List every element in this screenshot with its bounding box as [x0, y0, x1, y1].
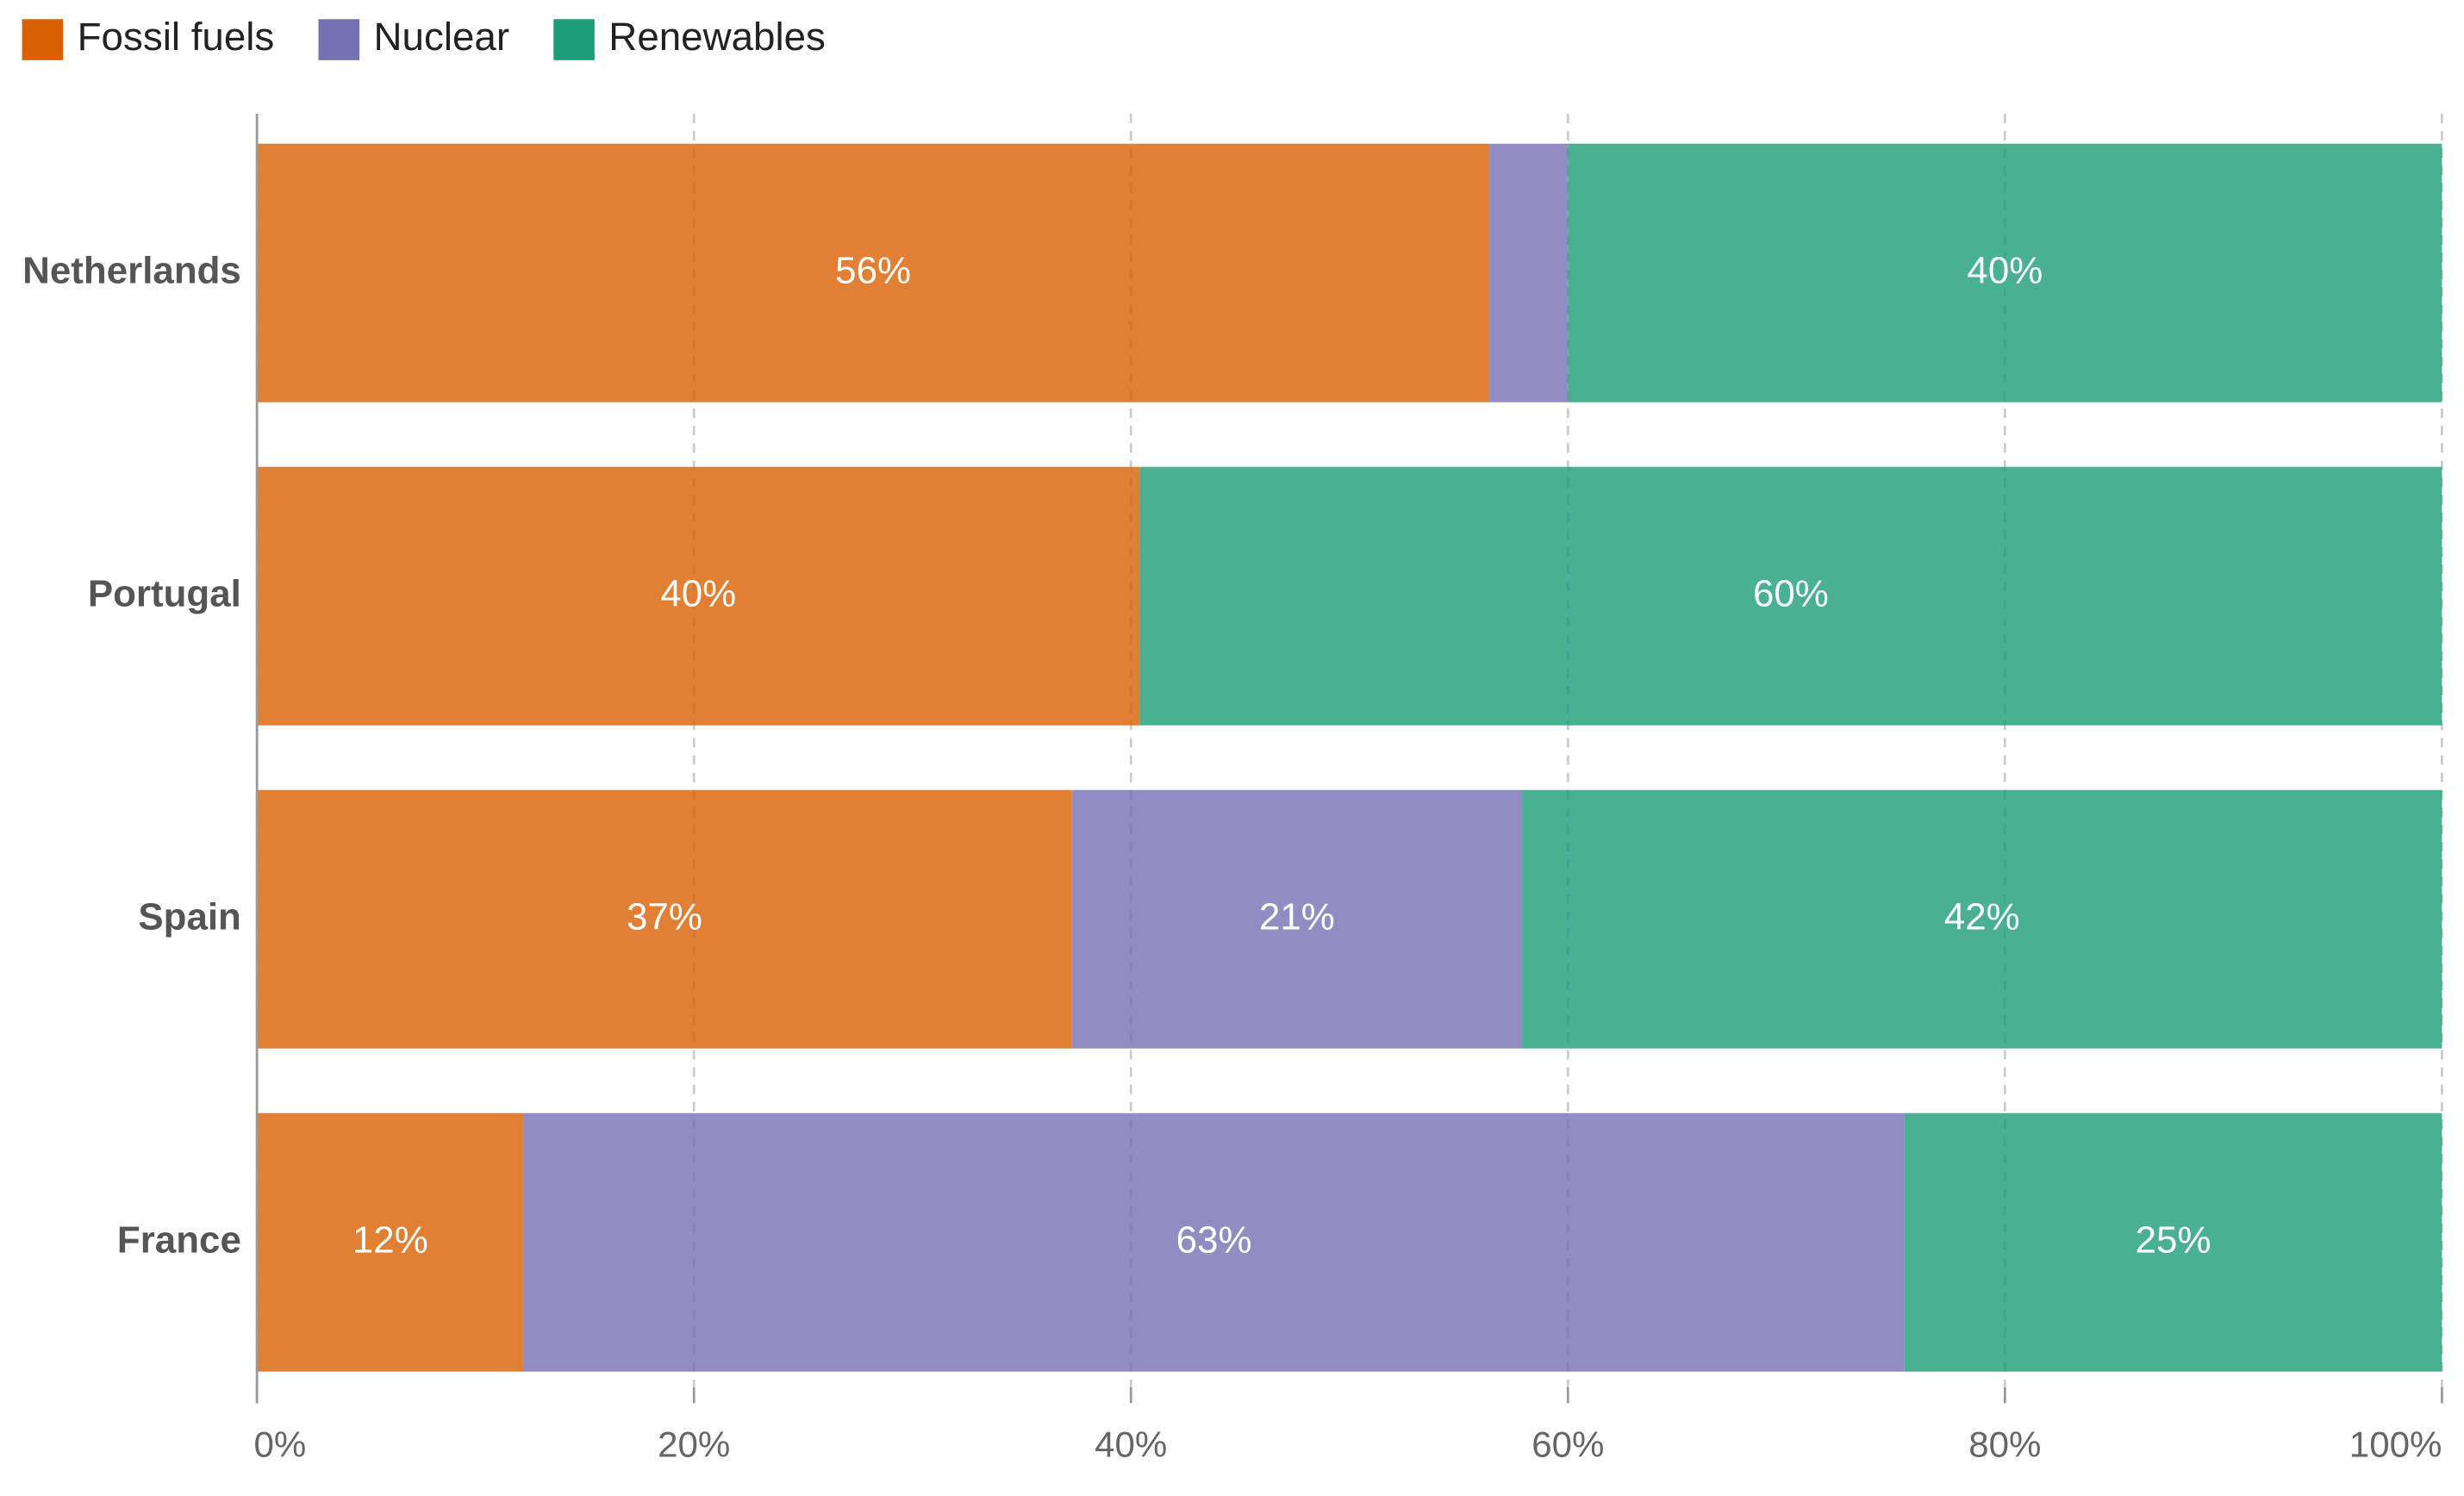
bar-segment [1904, 1113, 2442, 1372]
bar-segment [257, 1113, 524, 1372]
bar-segment [257, 466, 1140, 726]
x-tick-label: 0% [253, 1424, 306, 1465]
value-label: 12% [352, 1219, 428, 1261]
legend-label: Fossil fuels [78, 15, 275, 59]
value-label: 56% [835, 249, 911, 291]
value-label: 60% [1753, 572, 1829, 614]
legend-swatch [553, 19, 595, 60]
value-label: 40% [1967, 249, 2043, 291]
value-label: 40% [660, 572, 736, 614]
legend-label: Renewables [608, 15, 826, 59]
value-label: 42% [1944, 895, 2020, 938]
bar-segment [1568, 143, 2442, 402]
legend-label: Nuclear [374, 15, 510, 59]
value-label: 25% [2136, 1219, 2211, 1261]
category-label: Portugal [88, 572, 241, 614]
bar-segment [1522, 789, 2442, 1049]
category-label: Netherlands [22, 249, 241, 291]
category-label: France [117, 1219, 241, 1261]
bar-segment [257, 789, 1072, 1049]
x-tick-label: 80% [1968, 1424, 2041, 1465]
x-tick-label: 60% [1531, 1424, 1604, 1465]
category-label: Spain [138, 895, 241, 938]
bar-segment [1489, 143, 1569, 402]
value-label: 21% [1259, 895, 1335, 938]
value-label: 63% [1176, 1219, 1252, 1261]
x-tick-label: 40% [1095, 1424, 1167, 1465]
bar-segment [1139, 466, 2442, 726]
x-tick-label: 100% [2349, 1424, 2442, 1465]
legend-swatch [318, 19, 360, 60]
bar-segment [523, 1113, 1905, 1372]
value-label: 37% [627, 895, 702, 938]
bar-segment [257, 143, 1490, 402]
legend-swatch [22, 19, 64, 60]
x-tick-label: 20% [658, 1424, 730, 1465]
bar-segment [1071, 789, 1523, 1049]
